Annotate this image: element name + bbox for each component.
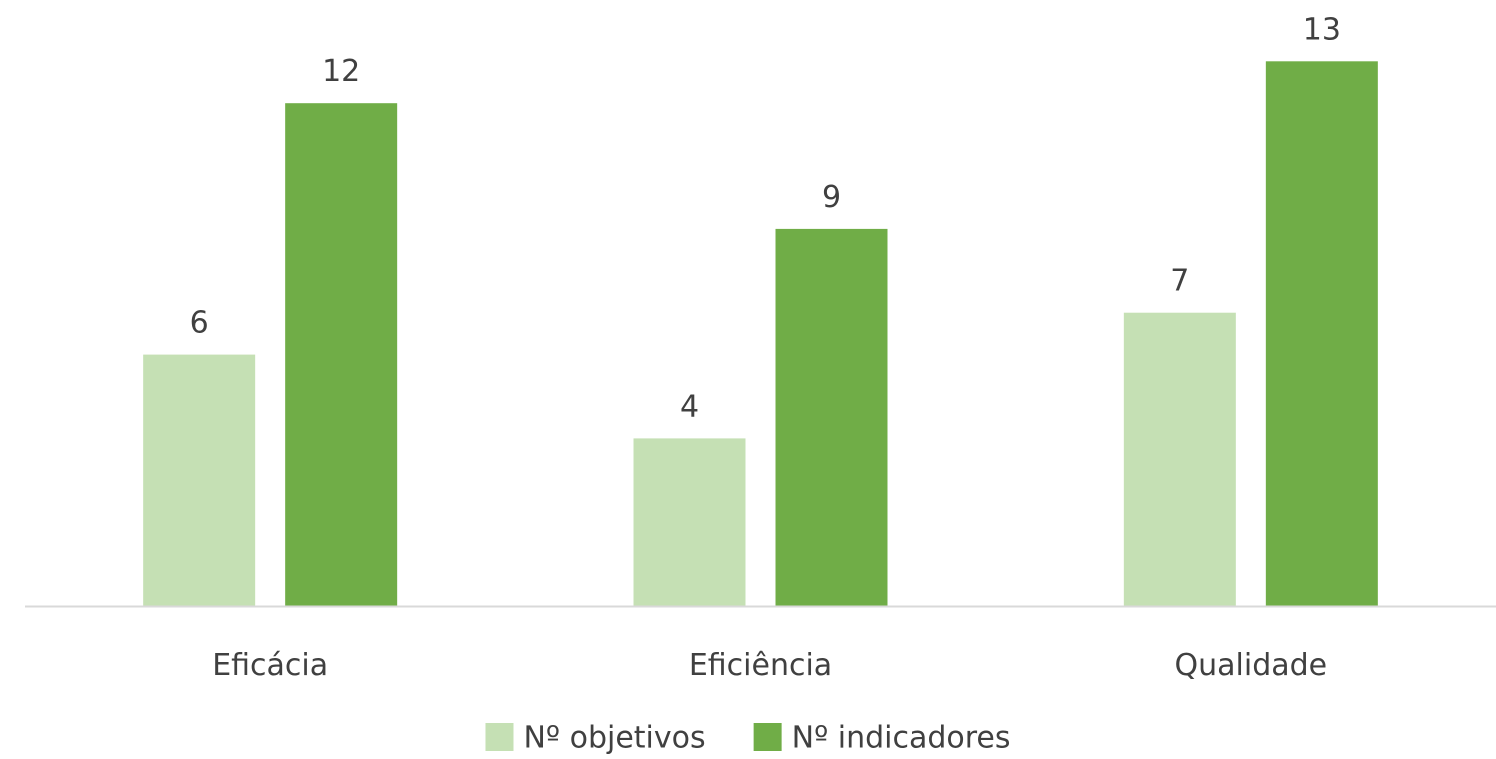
data-label: 9: [822, 180, 841, 215]
bar-n-indicadores-2: [1265, 61, 1378, 607]
category-label: Eficiência: [689, 648, 832, 683]
category-label: Qualidade: [1175, 648, 1328, 683]
legend-swatch: [753, 723, 782, 751]
bars-layer: [143, 61, 1378, 607]
category-labels-layer: Eficácia Eficiência Qualidade: [212, 648, 1327, 683]
data-label: 12: [322, 54, 360, 89]
data-label: 4: [680, 389, 699, 424]
legend-label: Nº objetivos: [523, 721, 705, 756]
legend-swatch: [485, 723, 514, 751]
bar-n-indicadores-1: [775, 228, 888, 606]
data-label: 6: [190, 306, 209, 341]
data-label: 13: [1303, 12, 1341, 47]
bar-n-indicadores-0: [285, 103, 398, 606]
legend: Nº objetivos Nº indicadores: [485, 721, 1011, 756]
data-label: 7: [1170, 264, 1189, 299]
legend-label: Nº indicadores: [792, 721, 1011, 756]
bar-n-objetivos-1: [633, 438, 746, 606]
bar-n-objetivos-0: [143, 354, 256, 606]
category-label: Eficácia: [212, 648, 328, 683]
bar-n-objetivos-2: [1123, 312, 1236, 606]
data-labels-layer: 6 12 4 9 7 13: [190, 12, 1341, 424]
